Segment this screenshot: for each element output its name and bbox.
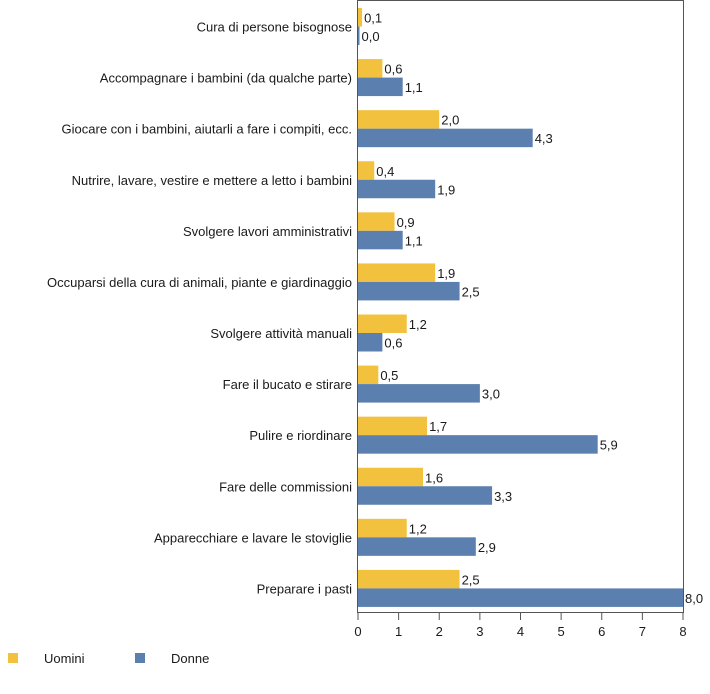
x-tick-label: 5: [558, 624, 565, 639]
legend-label-uomini: Uomini: [44, 651, 85, 666]
value-label: 1,2: [409, 521, 427, 536]
value-label: 2,5: [462, 284, 480, 299]
bar-uomini: [358, 314, 407, 333]
value-label: 0,5: [380, 368, 398, 383]
value-label: 1,6: [425, 470, 443, 485]
value-labels-group: 0,10,00,61,12,04,30,41,90,91,11,92,51,20…: [362, 11, 704, 606]
value-label: 0,4: [376, 164, 394, 179]
x-tick-label: 6: [598, 624, 605, 639]
value-label: 1,9: [437, 266, 455, 281]
value-label: 0,6: [384, 336, 402, 351]
category-label: Pulire e riordinare: [249, 428, 352, 443]
value-label: 2,5: [462, 572, 480, 587]
category-label: Occuparsi della cura di animali, piante …: [47, 275, 352, 290]
x-tick-label: 3: [476, 624, 483, 639]
x-tick-label: 7: [639, 624, 646, 639]
legend: Uomini Donne: [8, 651, 209, 666]
category-label: Preparare i pasti: [257, 581, 352, 596]
value-label: 1,9: [437, 182, 455, 197]
value-label: 8,0: [685, 591, 703, 606]
x-axis: 0 1 2 3 4 5 6 7 8: [354, 613, 687, 639]
bar-uomini: [358, 59, 383, 78]
bar-uomini: [358, 518, 407, 538]
category-label: Fare delle commissioni: [219, 479, 352, 494]
x-tick-label: 0: [354, 624, 361, 639]
value-label: 4,3: [535, 131, 553, 146]
x-tick-label: 1: [395, 624, 402, 639]
value-label: 0,9: [397, 215, 415, 230]
legend-swatch-uomini: [8, 653, 18, 663]
value-label: 0,6: [384, 62, 402, 77]
bar-donne: [358, 384, 480, 403]
bar-uomini: [358, 416, 428, 436]
bar-donne: [358, 179, 436, 199]
bar-uomini: [358, 467, 423, 487]
bar-donne: [358, 26, 360, 45]
category-label: Nutrire, lavare, vestire e mettere a let…: [72, 173, 352, 188]
bar-uomini: [358, 569, 460, 589]
x-tick-label: 2: [436, 624, 443, 639]
category-label: Cura di persone bisognose: [197, 20, 352, 35]
value-label: 0,1: [364, 11, 382, 26]
category-label: Apparecchiare e lavare le stoviglie: [154, 530, 352, 545]
plot-frame: [357, 0, 684, 613]
bar-donne: [358, 435, 598, 454]
value-label: 3,0: [482, 387, 500, 402]
bar-donne: [358, 588, 683, 607]
value-label: 1,1: [405, 233, 423, 248]
bar-uomini: [358, 8, 363, 27]
category-label: Giocare con i bambini, aiutarli a fare i…: [62, 122, 352, 137]
bar-donne: [358, 333, 383, 352]
bar-donne: [358, 128, 533, 148]
x-tick-label: 4: [517, 624, 524, 639]
category-label: Fare il bucato e stirare: [223, 377, 352, 392]
bar-uomini: [358, 212, 395, 231]
bars-group: [358, 8, 683, 607]
value-label: 5,9: [600, 438, 618, 453]
value-label: 1,1: [405, 80, 423, 95]
bar-uomini: [358, 161, 375, 180]
value-label: 3,3: [494, 489, 512, 504]
legend-swatch-donne: [135, 653, 145, 663]
bar-uomini: [358, 263, 436, 282]
bar-donne: [358, 281, 460, 301]
category-label: Svolgere lavori amministrativi: [183, 224, 352, 239]
bar-donne: [358, 230, 403, 250]
bar-donne: [358, 537, 476, 556]
value-label: 2,9: [478, 540, 496, 555]
bar-uomini: [358, 365, 379, 385]
bar-donne: [358, 77, 403, 97]
value-label: 2,0: [441, 113, 459, 128]
bar-uomini: [358, 110, 440, 129]
value-label: 1,2: [409, 317, 427, 332]
bar-donne: [358, 486, 493, 505]
category-label: Accompagnare i bambini (da qualche parte…: [100, 71, 352, 86]
x-tick-label: 8: [679, 624, 686, 639]
value-label: 0,0: [362, 29, 380, 44]
category-label: Svolgere attività manuali: [210, 326, 352, 341]
legend-label-donne: Donne: [171, 651, 209, 666]
value-label: 1,7: [429, 419, 447, 434]
category-labels-group: Cura di persone bisognose Accompagnare i …: [47, 20, 352, 597]
